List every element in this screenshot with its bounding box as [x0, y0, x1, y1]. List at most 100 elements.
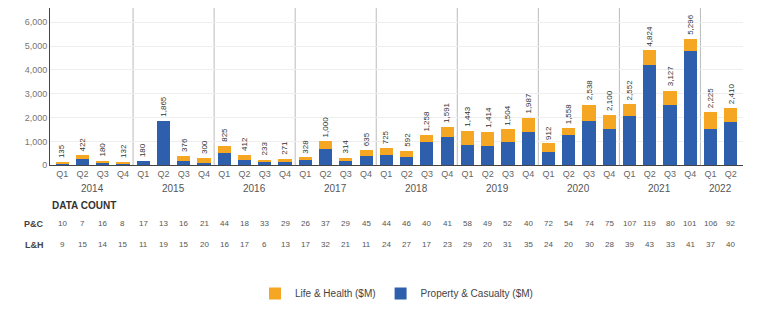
- svg-text:17: 17: [422, 240, 431, 249]
- svg-text:Q1: Q1: [56, 169, 68, 179]
- svg-text:912: 912: [544, 126, 553, 140]
- svg-text:16: 16: [98, 219, 107, 228]
- svg-text:2,000: 2,000: [25, 113, 48, 123]
- svg-text:Q3: Q3: [259, 169, 271, 179]
- svg-text:L&H: L&H: [25, 240, 44, 250]
- svg-text:41: 41: [686, 240, 695, 249]
- svg-text:16: 16: [179, 219, 188, 228]
- svg-text:2022: 2022: [709, 183, 732, 194]
- svg-text:2016: 2016: [243, 183, 266, 194]
- svg-text:19: 19: [159, 240, 168, 249]
- svg-text:233: 233: [260, 142, 269, 156]
- svg-text:180: 180: [138, 143, 147, 157]
- svg-text:28: 28: [605, 240, 614, 249]
- svg-text:58: 58: [463, 219, 472, 228]
- svg-text:21: 21: [200, 219, 209, 228]
- svg-text:Q3: Q3: [178, 169, 190, 179]
- svg-text:Q2: Q2: [239, 169, 251, 179]
- svg-text:49: 49: [483, 219, 492, 228]
- svg-text:80: 80: [666, 219, 675, 228]
- svg-text:11: 11: [139, 240, 148, 249]
- svg-text:2,225: 2,225: [706, 88, 715, 109]
- svg-text:376: 376: [180, 138, 189, 152]
- svg-text:40: 40: [422, 219, 431, 228]
- svg-text:Q4: Q4: [279, 169, 291, 179]
- svg-text:6,000: 6,000: [25, 17, 48, 27]
- svg-text:Q2: Q2: [644, 169, 656, 179]
- svg-text:1,000: 1,000: [321, 117, 330, 138]
- svg-text:Q4: Q4: [117, 169, 129, 179]
- svg-text:15: 15: [78, 240, 87, 249]
- svg-text:107: 107: [623, 219, 637, 228]
- svg-text:44: 44: [382, 219, 391, 228]
- svg-text:635: 635: [362, 132, 371, 146]
- svg-text:Q3: Q3: [421, 169, 433, 179]
- svg-text:1,591: 1,591: [442, 102, 451, 123]
- svg-text:1,504: 1,504: [503, 105, 512, 126]
- svg-text:2020: 2020: [567, 183, 590, 194]
- svg-text:Q3: Q3: [502, 169, 514, 179]
- svg-text:20: 20: [200, 240, 209, 249]
- svg-text:29: 29: [463, 240, 472, 249]
- svg-text:Q3: Q3: [340, 169, 352, 179]
- svg-text:1,987: 1,987: [524, 93, 533, 114]
- svg-text:10: 10: [58, 219, 67, 228]
- svg-text:3,127: 3,127: [666, 66, 675, 87]
- svg-text:27: 27: [402, 240, 411, 249]
- svg-text:24: 24: [382, 240, 391, 249]
- svg-text:40: 40: [726, 240, 735, 249]
- svg-text:33: 33: [666, 240, 675, 249]
- svg-text:2017: 2017: [324, 183, 347, 194]
- svg-text:119: 119: [643, 219, 656, 228]
- svg-text:3,000: 3,000: [25, 89, 48, 99]
- svg-text:15: 15: [179, 240, 188, 249]
- svg-text:4,824: 4,824: [645, 26, 654, 47]
- svg-text:2,100: 2,100: [605, 90, 614, 111]
- svg-text:2018: 2018: [405, 183, 428, 194]
- svg-text:9: 9: [60, 240, 65, 249]
- svg-text:35: 35: [524, 240, 533, 249]
- svg-text:2015: 2015: [162, 183, 185, 194]
- svg-text:5,000: 5,000: [25, 41, 48, 51]
- svg-text:Q4: Q4: [603, 169, 615, 179]
- svg-text:Q2: Q2: [76, 169, 88, 179]
- svg-text:Q2: Q2: [563, 169, 575, 179]
- svg-text:14: 14: [98, 240, 107, 249]
- svg-text:Q2: Q2: [157, 169, 169, 179]
- svg-text:180: 180: [98, 143, 107, 157]
- svg-text:Q3: Q3: [664, 169, 676, 179]
- svg-text:2,552: 2,552: [625, 80, 634, 101]
- svg-text:20: 20: [564, 240, 573, 249]
- svg-text:Q3: Q3: [97, 169, 109, 179]
- svg-text:592: 592: [403, 133, 412, 147]
- svg-text:Life & Health ($M): Life & Health ($M): [295, 288, 376, 299]
- svg-text:7: 7: [80, 219, 85, 228]
- svg-text:72: 72: [544, 219, 553, 228]
- svg-text:40: 40: [524, 219, 533, 228]
- svg-text:37: 37: [706, 240, 715, 249]
- svg-text:328: 328: [301, 140, 310, 154]
- svg-text:13: 13: [159, 219, 168, 228]
- svg-text:33: 33: [260, 219, 269, 228]
- svg-text:106: 106: [704, 219, 718, 228]
- svg-text:Q4: Q4: [360, 169, 372, 179]
- svg-text:Q4: Q4: [441, 169, 453, 179]
- svg-text:Q1: Q1: [218, 169, 230, 179]
- svg-text:92: 92: [726, 219, 735, 228]
- svg-text:13: 13: [281, 240, 290, 249]
- svg-text:Property & Casualty ($M): Property & Casualty ($M): [421, 288, 533, 299]
- svg-text:26: 26: [301, 219, 310, 228]
- svg-text:1,443: 1,443: [463, 106, 472, 127]
- svg-text:2,538: 2,538: [585, 80, 594, 101]
- svg-text:271: 271: [280, 141, 289, 155]
- svg-text:1,558: 1,558: [564, 104, 573, 125]
- svg-text:11: 11: [362, 240, 371, 249]
- svg-text:31: 31: [503, 240, 512, 249]
- svg-text:52: 52: [503, 219, 512, 228]
- svg-text:54: 54: [564, 219, 573, 228]
- svg-text:1,865: 1,865: [159, 96, 168, 117]
- svg-text:32: 32: [321, 240, 330, 249]
- svg-text:Q1: Q1: [461, 169, 473, 179]
- svg-text:17: 17: [240, 240, 249, 249]
- svg-text:29: 29: [281, 219, 290, 228]
